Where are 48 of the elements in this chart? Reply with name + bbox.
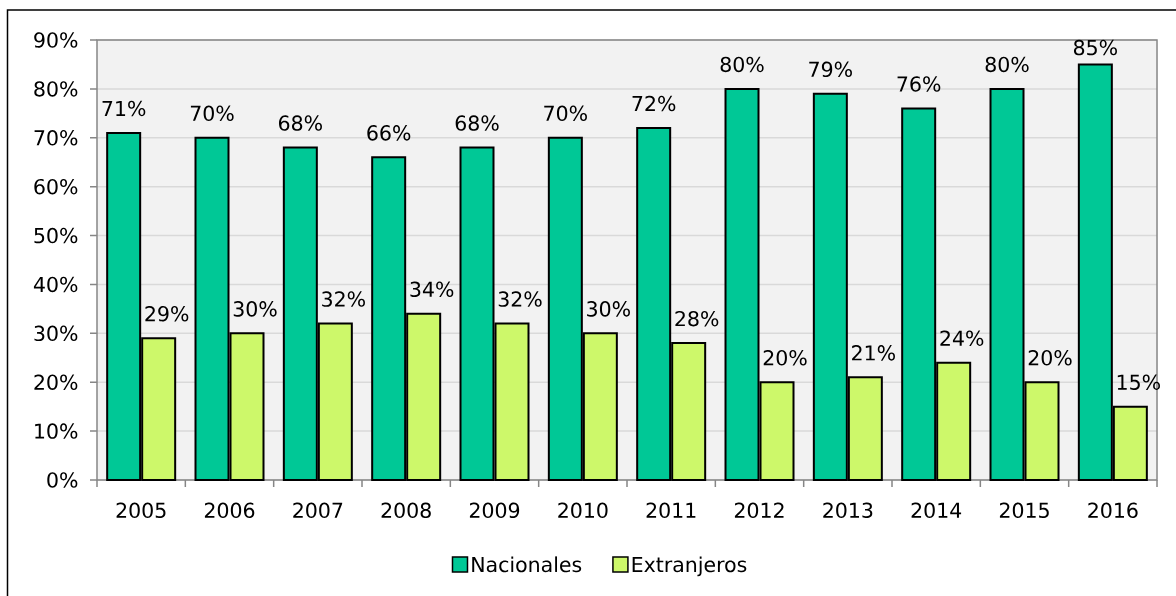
data-label: 85% <box>1073 39 1117 56</box>
x-tick-label: 2016 <box>1088 502 1138 519</box>
data-label: 24% <box>940 330 984 346</box>
y-tick-label: 30% <box>34 325 78 342</box>
x-tick-label: 2006 <box>204 502 255 519</box>
legend-label: Nacionales <box>472 556 582 573</box>
x-tick-label: 2007 <box>293 502 343 519</box>
data-label: 30% <box>233 301 277 317</box>
x-tick-label: 2011 <box>646 502 696 519</box>
data-label: 80% <box>720 56 764 73</box>
data-label: 72% <box>632 95 676 112</box>
y-tick-label: 90% <box>34 32 78 48</box>
data-label: 80% <box>985 56 1029 73</box>
data-label: 70% <box>544 105 587 122</box>
data-label: 68% <box>278 115 322 131</box>
y-tick-label: 60% <box>34 178 78 195</box>
y-tick-label: 50% <box>34 227 78 244</box>
data-label: 79% <box>809 61 852 78</box>
y-tick-label: 10% <box>35 423 78 439</box>
y-tick-label: 20% <box>34 374 78 390</box>
data-label: 29% <box>145 306 189 322</box>
data-label: 30% <box>587 301 630 317</box>
data-label: 76% <box>897 76 941 92</box>
data-label: 20% <box>1028 350 1072 366</box>
data-label: 70% <box>190 105 234 122</box>
y-tick-label: 70% <box>34 130 78 146</box>
data-label: 68% <box>455 115 499 131</box>
x-tick-label: 2009 <box>469 502 520 519</box>
data-label: 20% <box>763 350 807 366</box>
x-tick-label: 2012 <box>734 502 784 519</box>
x-tick-label: 2015 <box>999 502 1049 519</box>
data-label: 71% <box>102 100 146 117</box>
y-tick-label: 40% <box>33 276 78 293</box>
x-tick-label: 2010 <box>558 502 608 519</box>
data-label: 32% <box>498 291 542 307</box>
data-label: 66% <box>367 125 411 141</box>
x-tick-label: 2013 <box>823 502 873 519</box>
data-label: 21% <box>852 345 895 361</box>
y-tick-label: 80% <box>34 81 78 97</box>
data-label: 34% <box>410 281 454 298</box>
y-tick-label: 0% <box>47 472 78 488</box>
data-label: 15% <box>1117 374 1160 390</box>
x-tick-label: 2014 <box>911 502 962 519</box>
legend-label: Extranjeros <box>632 556 747 577</box>
x-tick-label: 2008 <box>381 502 431 519</box>
data-label: 28% <box>675 310 719 327</box>
data-label: 32% <box>322 291 365 307</box>
x-tick-label: 2005 <box>116 502 166 519</box>
